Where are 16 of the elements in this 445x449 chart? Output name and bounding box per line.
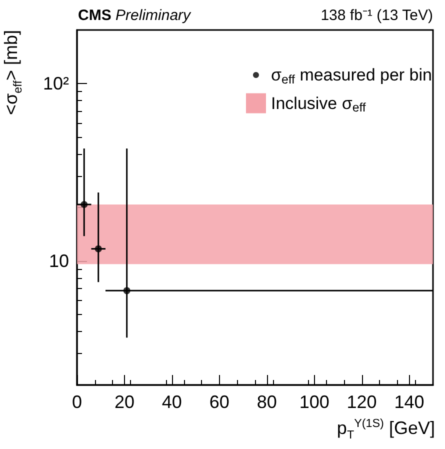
text: 138 fb⁻¹ (13 TeV) [320, 7, 433, 24]
x-tick-label: 100 [299, 392, 330, 412]
y-tick-label: 10 [48, 250, 69, 271]
point [123, 287, 130, 294]
x-tick-label: 120 [346, 392, 377, 412]
y-tick-label: 10² [42, 73, 70, 94]
point [80, 200, 88, 208]
x-axis-title: p$_{T}$$^{Υ(1S)}$ [GeV] [336, 417, 435, 442]
x-tick-label: 0 [72, 392, 82, 412]
x-tick-label: 40 [162, 392, 182, 412]
x-tick-label: 60 [209, 392, 230, 412]
x-tick-label: 80 [256, 392, 277, 412]
x-tick-label: 20 [114, 392, 134, 412]
text: CMS Preliminary [78, 7, 191, 24]
point [94, 245, 102, 252]
x-tick-label: 140 [394, 392, 424, 412]
